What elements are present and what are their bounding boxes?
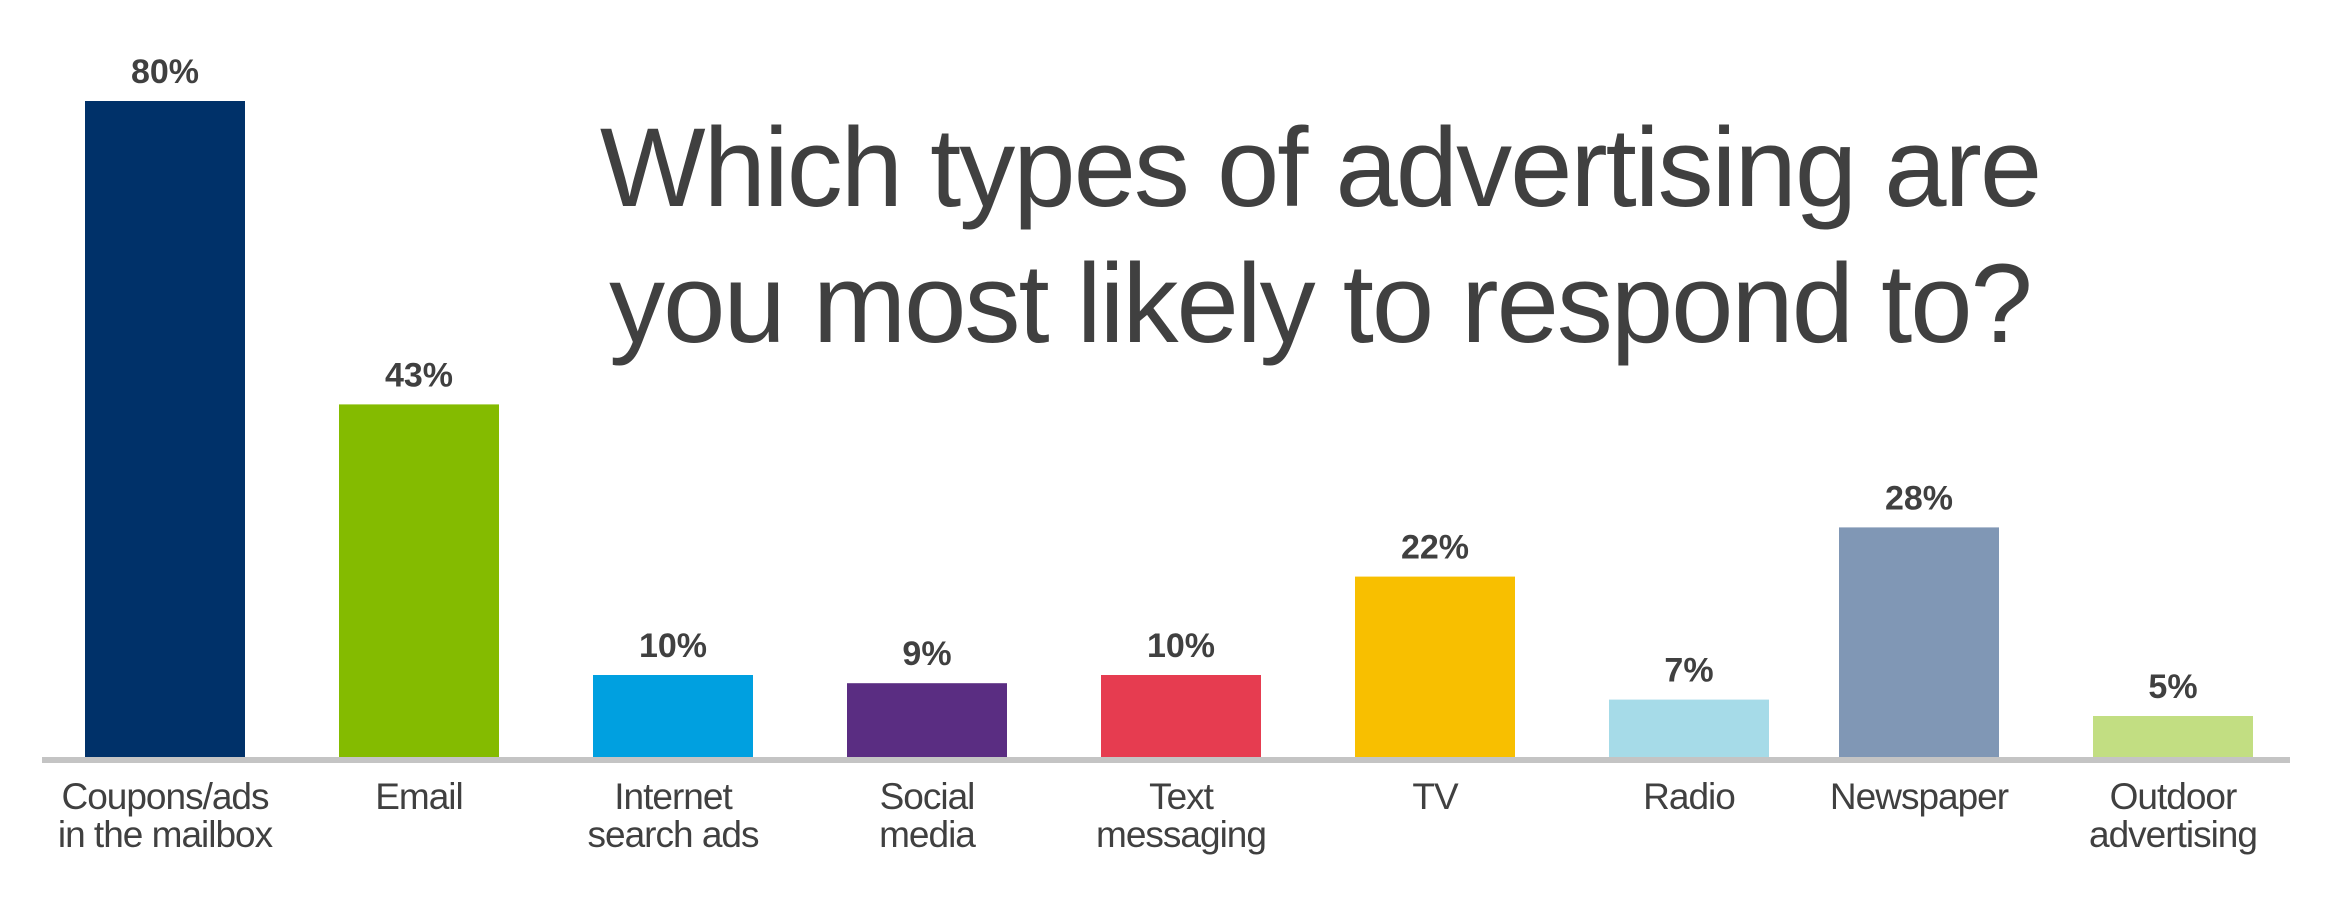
bar xyxy=(85,101,245,757)
data-label: 5% xyxy=(2148,668,2197,706)
category-label-line: Social xyxy=(879,776,976,817)
data-label: 28% xyxy=(1885,479,1953,517)
bar xyxy=(1609,699,1769,757)
category-label-line: Text xyxy=(1149,776,1214,817)
category-label-line: messaging xyxy=(1096,814,1267,855)
bar xyxy=(847,683,1007,757)
chart-title-line-1: Which types of advertising are xyxy=(599,105,2042,230)
bar xyxy=(1355,576,1515,757)
chart-title-line-2: you most likely to respond to? xyxy=(609,241,2033,366)
category-label: Radio xyxy=(1559,778,1819,816)
bar xyxy=(339,404,499,757)
category-label: Newspaper xyxy=(1789,778,2049,816)
data-label: 80% xyxy=(131,53,199,91)
bar xyxy=(2093,716,2253,757)
category-label-line: advertising xyxy=(2089,814,2258,855)
category-label-line: Internet xyxy=(614,776,732,817)
category-label: Outdoor advertising xyxy=(2043,778,2303,854)
category-label-line: search ads xyxy=(587,814,760,855)
category-label-line: Email xyxy=(375,776,464,817)
category-label: Social media xyxy=(797,778,1057,854)
category-label-line: in the mailbox xyxy=(57,814,273,855)
category-label: TV xyxy=(1305,778,1565,816)
category-label-line: Coupons/ads xyxy=(61,776,269,817)
category-label: Email xyxy=(289,778,549,816)
category-label-line: Radio xyxy=(1643,776,1736,817)
category-label: Coupons/ads in the mailbox xyxy=(35,778,295,854)
category-label-line: media xyxy=(879,814,976,855)
data-label: 10% xyxy=(1147,627,1215,665)
data-label: 43% xyxy=(385,356,453,394)
data-label: 7% xyxy=(1664,652,1713,690)
data-label: 22% xyxy=(1401,529,1469,567)
data-label: 9% xyxy=(902,635,951,673)
category-label-line: Newspaper xyxy=(1829,776,2009,817)
chart-title: Which types of advertising are you most … xyxy=(560,100,2080,372)
bar xyxy=(1839,527,1999,757)
bar xyxy=(593,675,753,757)
category-label-line: Outdoor xyxy=(2109,776,2238,817)
category-label-line: TV xyxy=(1412,776,1458,817)
category-label: Text messaging xyxy=(1051,778,1311,854)
category-label: Internet search ads xyxy=(543,778,803,854)
bar xyxy=(1101,675,1261,757)
data-label: 10% xyxy=(639,627,707,665)
